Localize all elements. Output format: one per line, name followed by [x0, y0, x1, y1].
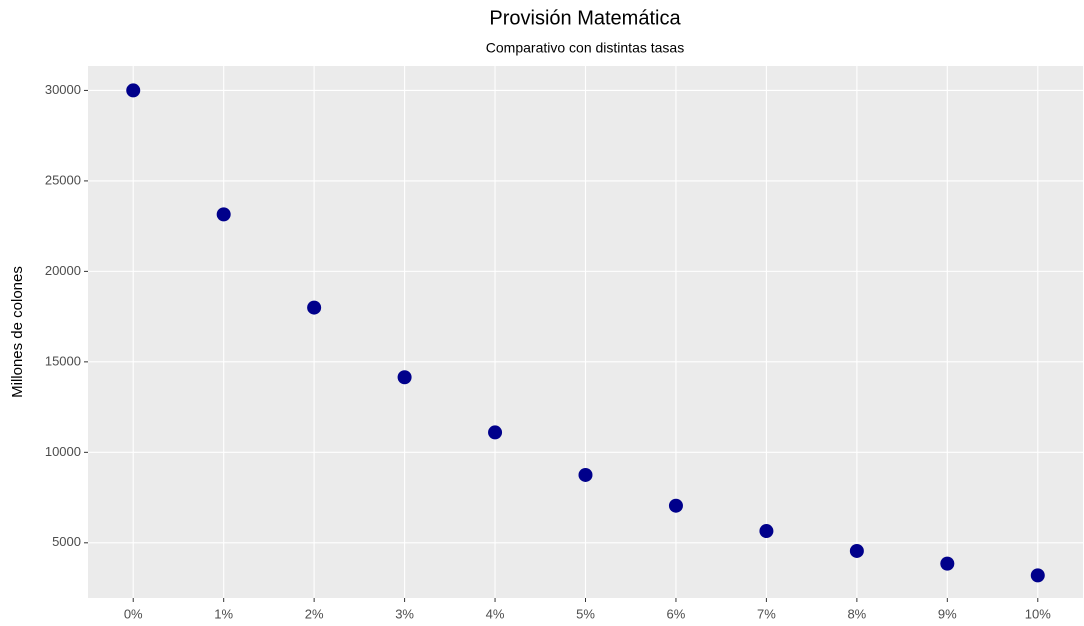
- point: [307, 300, 322, 315]
- point: [668, 498, 683, 513]
- x-tick-label: 3%: [395, 606, 414, 621]
- x-tick-label: 6%: [667, 606, 686, 621]
- y-tick-label: 5000: [52, 534, 81, 549]
- point: [1030, 568, 1045, 583]
- x-tick-label: 10%: [1025, 606, 1051, 621]
- y-tick-label: 20000: [45, 263, 81, 278]
- x-tick-label: 9%: [938, 606, 957, 621]
- x-tick-label: 5%: [576, 606, 595, 621]
- y-axis-label: Millones de colones: [9, 266, 26, 398]
- point: [578, 467, 593, 482]
- point: [488, 425, 503, 440]
- y-tick-label: 10000: [45, 444, 81, 459]
- x-tick-label: 8%: [847, 606, 866, 621]
- x-tick-label: 1%: [214, 606, 233, 621]
- point: [397, 370, 412, 385]
- y-tick-label: 15000: [45, 353, 81, 368]
- point: [759, 524, 774, 539]
- y-tick-label: 25000: [45, 172, 81, 187]
- x-tick-label: 2%: [305, 606, 324, 621]
- x-tick-label: 0%: [124, 606, 143, 621]
- x-tick-label: 7%: [757, 606, 776, 621]
- y-tick-label: 30000: [45, 82, 81, 97]
- point: [849, 543, 864, 558]
- chart-subtitle: Comparativo con distintas tasas: [486, 40, 684, 56]
- chart-title: Provisión Matemática: [489, 7, 681, 29]
- x-tick-label: 4%: [486, 606, 505, 621]
- point: [126, 83, 141, 98]
- point: [216, 207, 231, 222]
- point: [940, 556, 955, 571]
